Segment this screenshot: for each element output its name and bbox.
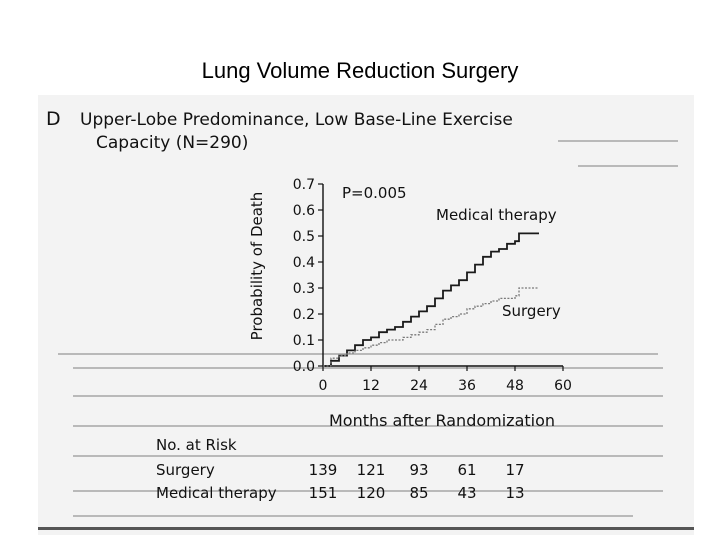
bleed-through-line (73, 395, 663, 397)
ticks: 0.0 0.1 0.2 0.3 0.4 0.5 0.6 0.7 0 12 24 36 48 60 (293, 177, 572, 394)
y-axis-label: Probability of Death (248, 192, 266, 341)
bleed-through-line (73, 367, 663, 369)
scanned-figure (38, 95, 694, 535)
x-tick-label: 48 (506, 378, 524, 394)
x-tick-label: 0 (319, 378, 328, 394)
panel-heading-line1: Upper-Lobe Predominance, Low Base-Line E… (80, 110, 513, 130)
risk-value: 85 (409, 484, 428, 502)
risk-table-title: No. at Risk (156, 436, 237, 454)
bleed-through-line (73, 455, 663, 457)
bleed-through-line (73, 515, 633, 517)
x-axis-label: Months after Randomization (329, 411, 555, 430)
axes (322, 184, 563, 367)
panel-letter: D (46, 108, 61, 130)
panel-heading-line2: Capacity (N=290) (96, 133, 248, 153)
scan-edge (38, 527, 694, 530)
y-tick-label: 0.3 (293, 281, 315, 297)
x-tick-label: 60 (554, 378, 572, 394)
surgery-line (323, 287, 539, 367)
risk-value: 17 (505, 461, 524, 479)
medical-therapy-line (323, 232, 539, 367)
y-tick-label: 0.7 (293, 177, 315, 193)
risk-row-label: Medical therapy (156, 484, 277, 502)
x-tick-label: 12 (362, 378, 380, 394)
y-tick-label: 0.0 (293, 359, 315, 375)
surgery-line-label: Surgery (502, 302, 561, 320)
risk-row-label: Surgery (156, 461, 215, 479)
risk-value: 13 (505, 484, 524, 502)
y-tick-label: 0.4 (293, 255, 315, 271)
p-value-annotation: P=0.005 (342, 184, 407, 202)
bleed-through-line (558, 140, 678, 142)
bleed-through-line (58, 353, 658, 355)
risk-value: 151 (309, 484, 338, 502)
series-group: Medical therapy Surgery (323, 206, 561, 367)
risk-value: 121 (357, 461, 386, 479)
bleed-through-line (73, 425, 663, 427)
x-tick-label: 36 (458, 378, 476, 394)
risk-value: 139 (309, 461, 338, 479)
bleed-through-line (73, 490, 663, 492)
medical-therapy-line-label: Medical therapy (436, 206, 557, 224)
y-tick-label: 0.2 (293, 307, 315, 323)
y-tick-label: 0.5 (293, 229, 315, 245)
bleed-through-line (578, 165, 678, 167)
y-tick-label: 0.6 (293, 203, 315, 219)
x-tick-label: 24 (410, 378, 428, 394)
slide-title: Lung Volume Reduction Surgery (201, 58, 519, 83)
y-tick-label: 0.1 (293, 333, 315, 349)
risk-value: 120 (357, 484, 386, 502)
risk-value: 43 (457, 484, 476, 502)
risk-table: Surgery 139 121 93 61 17 Medical therapy 151 120… (156, 461, 525, 502)
risk-value: 61 (457, 461, 476, 479)
risk-value: 93 (409, 461, 428, 479)
